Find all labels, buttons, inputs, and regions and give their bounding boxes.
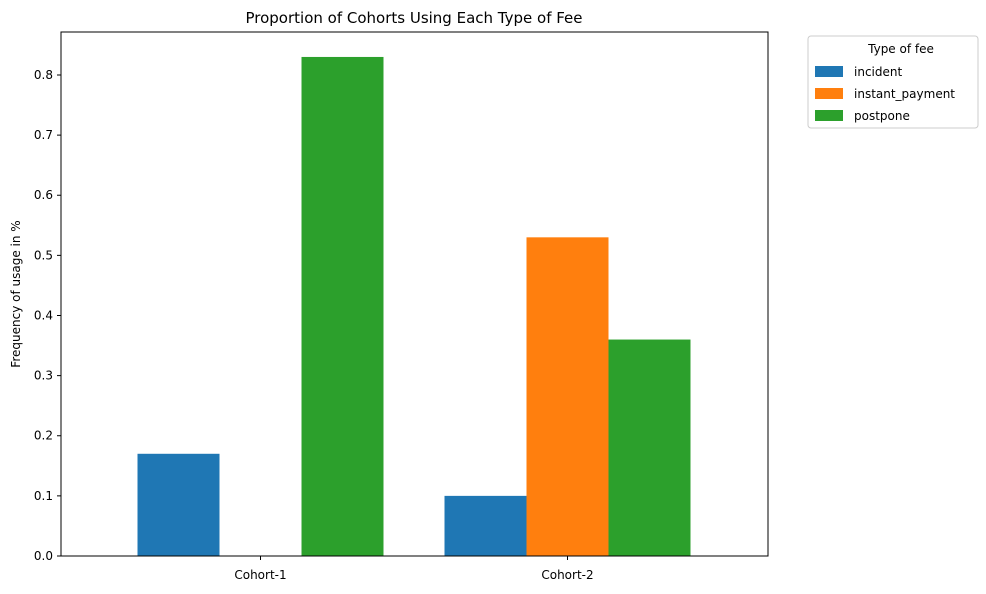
legend-swatch-instant_payment: [815, 88, 843, 99]
plot-area-frame: [60, 31, 769, 557]
bar-postpone-cohort-2: [608, 339, 691, 556]
legend-box: [807, 35, 979, 129]
y-tick-label: 0.1: [34, 489, 53, 503]
legend-label-postpone: postpone: [854, 109, 910, 123]
y-tick-label: 0.6: [34, 188, 53, 202]
x-axis: Cohort-1 Cohort-2: [234, 556, 594, 582]
y-tick-label: 0.3: [34, 369, 53, 383]
legend-swatch-postpone: [815, 110, 843, 121]
bar-incident-cohort-2: [444, 495, 527, 556]
bars-group: [137, 56, 691, 556]
y-tick-label: 0.0: [34, 549, 53, 563]
bar-postpone-cohort-1: [301, 56, 384, 556]
y-tick-label: 0.5: [34, 248, 53, 262]
legend-title: Type of fee: [867, 42, 934, 56]
y-tick-label: 0.8: [34, 68, 53, 82]
y-axis: 0.0 0.1 0.2 0.3 0.4 0.5 0.6 0.7 0.8: [34, 68, 61, 563]
legend-swatch-incident: [815, 66, 843, 77]
x-tick-label: Cohort-2: [541, 568, 593, 582]
bar-incident-cohort-1: [137, 453, 220, 556]
chart-title: Proportion of Cohorts Using Each Type of…: [245, 9, 582, 27]
y-tick-label: 0.4: [34, 308, 53, 322]
y-axis-label: Frequency of usage in %: [9, 220, 23, 367]
x-tick-label: Cohort-1: [234, 568, 286, 582]
y-tick-label: 0.7: [34, 128, 53, 142]
legend: Type of fee incident instant_paymentpostpo…: [807, 35, 979, 129]
legend-label-incident: incident: [854, 65, 902, 79]
bar-instant_payment-cohort-2: [526, 237, 609, 556]
y-tick-label: 0.2: [34, 429, 53, 443]
legend-label-instant_payment: instant_payment: [854, 87, 955, 101]
